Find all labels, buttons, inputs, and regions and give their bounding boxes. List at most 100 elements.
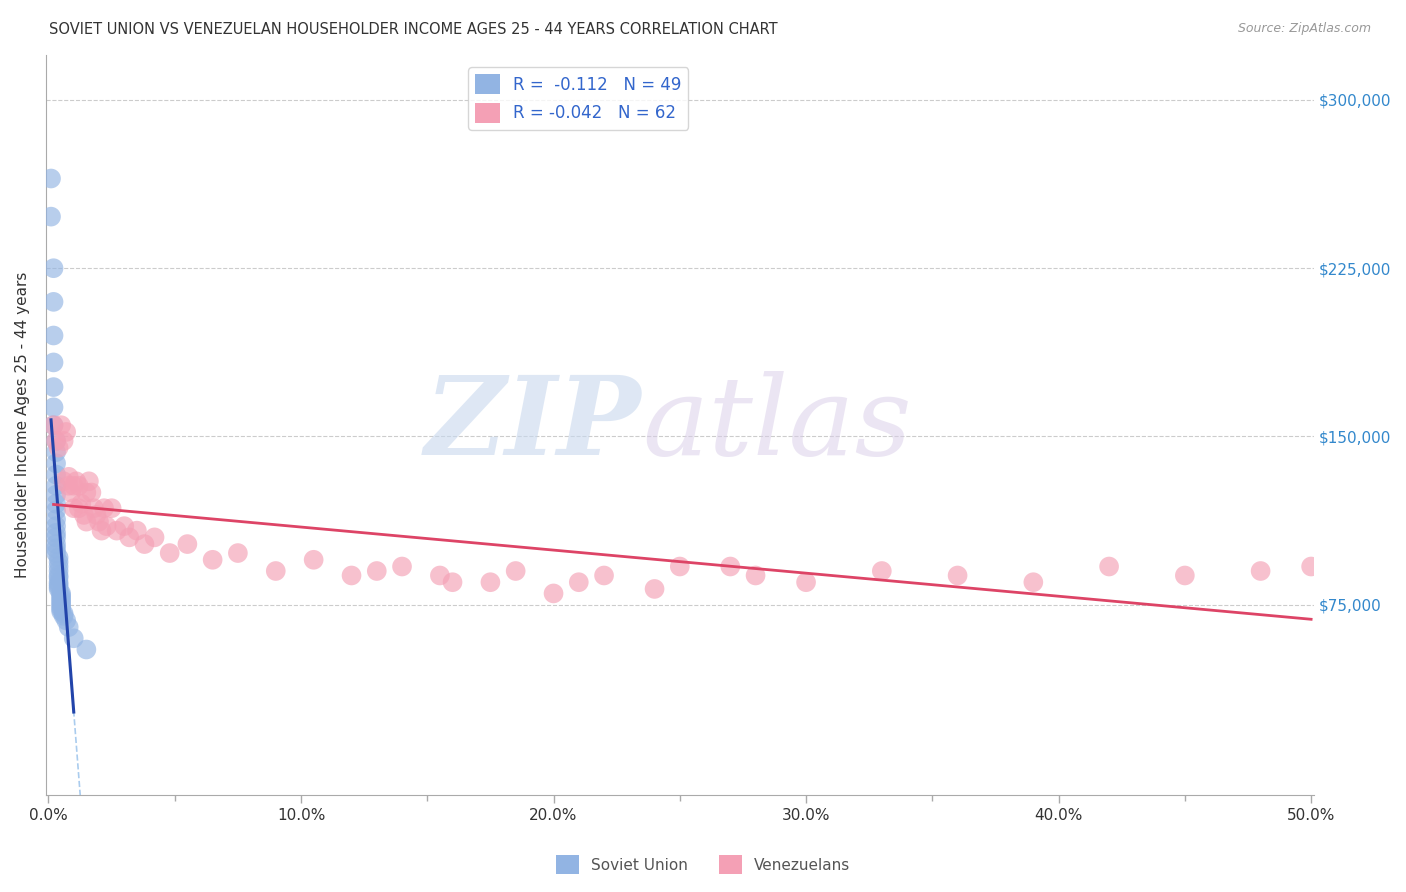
Point	[45, 503, 67, 517]
Point	[55, 425, 77, 439]
Point	[45, 434, 67, 448]
Point	[48, 550, 70, 565]
Point	[125, 524, 148, 538]
Point	[48, 555, 70, 569]
Point	[52, 475, 75, 489]
Point	[49, 604, 72, 618]
Point	[946, 568, 969, 582]
Point	[391, 559, 413, 574]
Point	[870, 564, 893, 578]
Point	[744, 568, 766, 582]
Point	[48, 564, 70, 578]
Point	[479, 575, 502, 590]
Point	[49, 598, 72, 612]
Point	[45, 434, 67, 448]
Point	[48, 577, 70, 591]
Point	[45, 512, 67, 526]
Legend: R =  -0.112   N = 49, R = -0.042   N = 62: R = -0.112 N = 49, R = -0.042 N = 62	[468, 67, 689, 129]
Point	[90, 524, 112, 538]
Text: atlas: atlas	[641, 371, 911, 479]
Point	[70, 497, 93, 511]
Point	[42, 355, 65, 369]
Point	[55, 613, 77, 627]
Point	[75, 485, 97, 500]
Point	[67, 479, 90, 493]
Point	[49, 589, 72, 603]
Point	[39, 210, 62, 224]
Point	[340, 568, 363, 582]
Point	[42, 418, 65, 433]
Point	[96, 519, 118, 533]
Point	[45, 467, 67, 482]
Point	[62, 632, 84, 646]
Point	[45, 488, 67, 502]
Point	[1301, 559, 1323, 574]
Point	[794, 575, 817, 590]
Point	[45, 546, 67, 560]
Point	[52, 607, 75, 621]
Point	[49, 586, 72, 600]
Point	[669, 559, 692, 574]
Point	[42, 328, 65, 343]
Point	[505, 564, 527, 578]
Point	[45, 537, 67, 551]
Point	[1174, 568, 1197, 582]
Point	[48, 441, 70, 455]
Point	[48, 575, 70, 590]
Point	[45, 519, 67, 533]
Point	[62, 479, 84, 493]
Y-axis label: Householder Income Ages 25 - 44 years: Householder Income Ages 25 - 44 years	[15, 272, 30, 578]
Point	[58, 620, 80, 634]
Point	[134, 537, 156, 551]
Point	[58, 479, 80, 493]
Point	[49, 418, 72, 433]
Point	[100, 501, 122, 516]
Point	[49, 591, 72, 605]
Point	[42, 418, 65, 433]
Point	[1098, 559, 1121, 574]
Point	[62, 501, 84, 516]
Point	[176, 537, 198, 551]
Point	[45, 525, 67, 540]
Point	[87, 515, 110, 529]
Point	[112, 519, 135, 533]
Text: SOVIET UNION VS VENEZUELAN HOUSEHOLDER INCOME AGES 25 - 44 YEARS CORRELATION CHA: SOVIET UNION VS VENEZUELAN HOUSEHOLDER I…	[49, 22, 778, 37]
Point	[718, 559, 741, 574]
Point	[45, 479, 67, 493]
Point	[1250, 564, 1272, 578]
Point	[52, 434, 75, 448]
Point	[366, 564, 388, 578]
Point	[45, 541, 67, 556]
Point	[60, 485, 83, 500]
Point	[48, 571, 70, 585]
Point	[39, 171, 62, 186]
Point	[86, 508, 108, 522]
Point	[45, 497, 67, 511]
Point	[42, 294, 65, 309]
Point	[441, 575, 464, 590]
Point	[644, 582, 666, 596]
Point	[93, 501, 115, 516]
Point	[48, 580, 70, 594]
Point	[42, 380, 65, 394]
Point	[45, 456, 67, 470]
Point	[48, 568, 70, 582]
Point	[226, 546, 249, 560]
Point	[58, 470, 80, 484]
Point	[543, 586, 565, 600]
Point	[45, 530, 67, 544]
Point	[67, 501, 90, 516]
Point	[143, 530, 166, 544]
Point	[593, 568, 616, 582]
Point	[105, 524, 128, 538]
Point	[49, 593, 72, 607]
Point	[264, 564, 287, 578]
Point	[49, 595, 72, 609]
Text: Source: ZipAtlas.com: Source: ZipAtlas.com	[1237, 22, 1371, 36]
Point	[42, 401, 65, 415]
Point	[48, 559, 70, 574]
Point	[75, 515, 97, 529]
Point	[80, 485, 103, 500]
Point	[73, 508, 96, 522]
Point	[83, 501, 105, 516]
